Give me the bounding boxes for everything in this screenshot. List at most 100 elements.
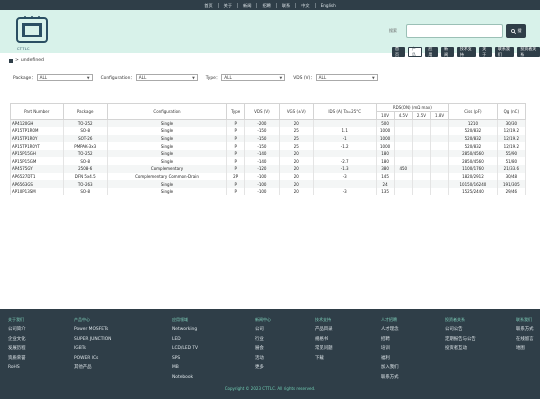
main-nav-item[interactable]: 关于 (479, 46, 492, 57)
table-cell[interactable]: AP15P15GM (10, 157, 64, 166)
table-cell: SO-8 (62, 157, 108, 166)
table-cell (430, 172, 450, 181)
footer-link[interactable]: 发展历程 (8, 346, 26, 351)
search-icon (510, 28, 516, 34)
table-cell[interactable]: AP15TP1R0Y (10, 134, 64, 143)
table-cell: Single (106, 157, 228, 166)
table-cell[interactable]: AP4575GY (10, 165, 64, 173)
table-row[interactable]: AP10P13SM SO-8 Single P -100 20 -3 135 1525/2440… (10, 187, 527, 196)
footer-link[interactable]: Power MOSFETs (74, 327, 109, 332)
filter-package-select[interactable]: ALL ▼ (36, 74, 93, 81)
table-row[interactable]: AP15P15GH TO-252 Single P -140 20 180 2850/4560… (10, 149, 527, 158)
footer-link[interactable]: 活动 (255, 355, 264, 361)
footer-link[interactable]: 常见问题 (315, 346, 333, 351)
footer-link[interactable]: 下载 (315, 355, 324, 361)
footer-link[interactable]: RoHS (8, 365, 20, 370)
top-link[interactable]: English (320, 2, 336, 8)
footer-column-heading[interactable]: 人才招聘 (381, 317, 397, 322)
footer-link[interactable]: 招聘 (381, 336, 390, 342)
top-link[interactable]: 招聘 (257, 2, 277, 8)
search-input[interactable] (406, 24, 503, 38)
top-link[interactable]: 新闻 (238, 2, 258, 8)
footer-link[interactable]: 加入我们 (381, 365, 399, 370)
footer-link[interactable]: 联系方式 (381, 374, 399, 380)
main-nav-item[interactable]: 新闻 (441, 46, 454, 57)
footer-link[interactable]: 福利 (381, 355, 390, 361)
footer-link[interactable]: 联系方式 (516, 327, 534, 332)
footer-column-heading[interactable]: 新闻中心 (255, 317, 271, 322)
table-cell[interactable]: AP15P15GH (10, 149, 64, 158)
footer-link[interactable]: 公司公告 (445, 327, 463, 332)
footer-column-heading[interactable]: 产品中心 (74, 317, 90, 322)
company-logo[interactable] (14, 16, 50, 48)
search-button[interactable]: 搜 (506, 24, 526, 38)
main-nav-item[interactable]: 投资者关系 (517, 46, 540, 57)
footer-link[interactable]: 其他产品 (74, 365, 92, 370)
table-cell[interactable]: AP4120GH (10, 119, 64, 128)
table-row[interactable]: AP6563GS TO-263 Single P -100 20 24 10150/16240… (10, 180, 527, 188)
table-cell: -1.3 (312, 165, 377, 173)
filter-configuration-select[interactable]: ALL ▼ (135, 74, 198, 81)
footer-column-heading[interactable]: 关于我们 (8, 317, 24, 322)
table-cell: 12/19.2 (496, 142, 527, 150)
footer-column-heading[interactable]: 联系我们 (516, 317, 532, 322)
footer-link[interactable]: 资质荣誉 (8, 355, 26, 361)
footer-link[interactable]: 定期报告与公告 (445, 336, 476, 342)
main-nav-item[interactable]: 联系我们 (494, 46, 515, 57)
footer-link[interactable]: POWER ICs (74, 355, 99, 361)
footer-link[interactable]: 展会 (255, 346, 264, 351)
table-row[interactable]: AP4575GY 2508-6 Complementary P -120 20 -1.3 38… (10, 165, 527, 173)
main-nav-item[interactable]: 技术支持 (456, 46, 477, 57)
table-row[interactable]: AP15P15GM SO-8 Single P -140 20 -2.7 180 2850/45… (10, 157, 527, 166)
table-cell[interactable]: AP15TP1R0YT (10, 142, 64, 150)
footer-link[interactable]: 投资者互动 (445, 346, 467, 351)
table-cell: 30/48 (496, 172, 527, 181)
table-cell[interactable]: AP15TP1R0M (10, 127, 64, 135)
filter-vds-select[interactable]: ALL ▼ (315, 74, 378, 81)
table-cell: 380 (375, 165, 395, 173)
table-cell[interactable]: AP10P13SM (10, 187, 64, 196)
table-row[interactable]: AP15TP1R0Y SOT-26 Single P -150 25 -1 1000 520/8… (10, 134, 527, 143)
home-icon[interactable] (9, 58, 13, 63)
footer-link[interactable]: LCD/LED TV (172, 346, 199, 351)
table-cell (393, 149, 413, 158)
top-link[interactable]: 中文 (296, 2, 316, 8)
footer-column-heading[interactable]: 应用领域 (172, 317, 188, 322)
footer-link[interactable]: 人才理念 (381, 327, 399, 332)
table-row[interactable]: AP15TP1R0M SO-8 Single P -150 25 1.1 1000 520/83… (10, 127, 527, 135)
breadcrumb-separator: > (15, 58, 19, 63)
top-link[interactable]: 联系 (277, 2, 297, 8)
footer-column-heading[interactable]: 技术支持 (315, 317, 331, 322)
footer-link[interactable]: 更多 (255, 365, 264, 370)
footer-link[interactable]: 地图 (516, 346, 525, 351)
footer-link[interactable]: 培训 (381, 346, 390, 351)
main-nav-item[interactable]: 应用 (425, 46, 439, 57)
footer-link[interactable]: IGBTs (74, 346, 86, 351)
footer-link[interactable]: 公司简介 (8, 327, 26, 332)
footer-link[interactable]: 行业 (255, 336, 264, 342)
top-link[interactable]: 首页 (199, 2, 219, 8)
footer-link[interactable]: 规格书 (315, 336, 329, 342)
footer-link[interactable]: 在线留言 (516, 336, 534, 342)
main-nav-item[interactable]: 产品 (407, 46, 423, 57)
footer-link[interactable]: 企业文化 (8, 336, 26, 342)
footer-link[interactable]: 产品目录 (315, 327, 333, 332)
table-cell (411, 157, 432, 166)
table-cell[interactable]: AP6563GS (10, 180, 64, 188)
footer-link[interactable]: Networking (172, 327, 198, 332)
table-row[interactable]: AP4120GH TO-252 Single P -200 20 500 1210 30/30 (10, 119, 527, 128)
filter-type-select[interactable]: ALL ▼ (221, 74, 286, 81)
footer-link[interactable]: Notebook (172, 374, 194, 380)
footer-link[interactable]: MB (172, 365, 179, 370)
main-nav-item[interactable]: 首页 (392, 46, 405, 57)
table-cell[interactable]: AP6527DT1 (10, 172, 64, 181)
table-row[interactable]: AP15TP1R0YT PMPAK-3x3 Single P -150 25 -1.2 100… (10, 142, 527, 150)
footer-link[interactable]: SUPER JUNCTION (74, 336, 112, 342)
filter-vds-label: VDS (V)： (293, 75, 315, 81)
footer-link[interactable]: SPS (172, 355, 181, 361)
footer-link[interactable]: 公司 (255, 327, 264, 332)
top-link[interactable]: 关于 (219, 2, 239, 8)
table-row[interactable]: AP6527DT1 DFN 5x4.5 Complementary Common-D… (10, 172, 527, 181)
footer-column-heading[interactable]: 投资者关系 (445, 317, 465, 322)
footer-link[interactable]: LED (172, 336, 181, 342)
